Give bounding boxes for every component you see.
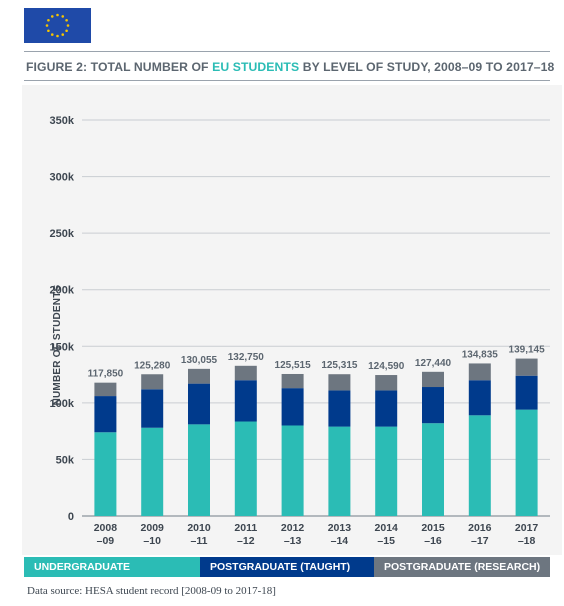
bar-segment-taught xyxy=(141,389,164,428)
eu-flag-icon xyxy=(24,8,91,43)
bar-segment-undergraduate xyxy=(328,426,351,516)
legend-postgraduate-research: POSTGRADUATE (RESEARCH) xyxy=(374,557,550,577)
flag-star xyxy=(47,29,50,33)
x-tick-label: 2011 xyxy=(234,522,257,534)
x-tick-label: –16 xyxy=(424,535,442,547)
x-tick-label: –10 xyxy=(143,535,161,547)
bar-segment-taught xyxy=(188,383,210,425)
y-tick-label: 300k xyxy=(50,172,75,184)
flag-star xyxy=(66,24,70,27)
bar-segment-taught xyxy=(515,375,538,410)
stacked-bar-chart: 050k100k150k200k250k300k350k117,8502008–… xyxy=(50,115,550,547)
x-tick-label: –18 xyxy=(518,535,536,547)
y-tick-label: 150k xyxy=(50,341,75,353)
eu-flag-stars xyxy=(45,13,70,38)
flag-star xyxy=(56,13,59,17)
bar-segment-research xyxy=(375,375,398,391)
bar-segment-undergraduate xyxy=(422,423,444,516)
total-label: 127,440 xyxy=(415,358,452,369)
total-label: 117,850 xyxy=(88,369,124,380)
figure-title-suffix: BY LEVEL OF STUDY, 2008–09 TO 2017–18 xyxy=(299,60,555,74)
header-divider xyxy=(24,51,550,52)
bar-segment-research xyxy=(141,374,164,390)
x-tick-label: 2017 xyxy=(515,522,539,534)
bar-segment-research xyxy=(515,358,538,376)
figure-title: FIGURE 2: TOTAL NUMBER OF EU STUDENTS BY… xyxy=(26,60,556,74)
x-tick-label: –11 xyxy=(191,535,208,547)
x-tick-label: –12 xyxy=(237,535,255,547)
flag-star xyxy=(50,33,54,36)
legend: UNDERGRADUATE POSTGRADUATE (TAUGHT) POST… xyxy=(24,557,550,577)
bar-segment-taught xyxy=(281,388,304,426)
flag-star xyxy=(65,18,68,22)
x-tick-label: 2009 xyxy=(141,522,165,534)
bar-segment-undergraduate xyxy=(281,425,304,516)
y-tick-label: 100k xyxy=(50,398,75,410)
bar-segment-undergraduate xyxy=(234,421,257,516)
bar-segment-taught xyxy=(422,387,444,424)
bar-segment-undergraduate xyxy=(188,424,210,516)
bar-segment-research xyxy=(281,373,304,389)
total-label: 132,750 xyxy=(228,352,265,363)
bar-segment-taught xyxy=(94,396,117,433)
total-label: 130,055 xyxy=(181,355,218,366)
bar-segment-undergraduate xyxy=(468,415,491,516)
bar-segment-undergraduate xyxy=(515,409,538,516)
figure-title-prefix: FIGURE 2: TOTAL NUMBER OF xyxy=(26,60,213,74)
y-tick-label: 200k xyxy=(50,285,75,297)
flag-star xyxy=(47,18,50,22)
bar-segment-research xyxy=(188,368,210,384)
flag-star xyxy=(50,15,54,18)
y-tick-label: 0 xyxy=(68,511,74,523)
y-tick-label: 350k xyxy=(50,115,75,127)
x-tick-label: –17 xyxy=(471,535,489,547)
total-label: 124,590 xyxy=(368,361,405,372)
bar-segment-research xyxy=(422,371,444,388)
title-divider xyxy=(24,80,550,81)
x-tick-label: 2012 xyxy=(281,522,305,534)
figure-title-highlight: EU STUDENTS xyxy=(212,60,300,74)
y-tick-label: 250k xyxy=(50,228,75,240)
legend-postgraduate-taught: POSTGRADUATE (TAUGHT) xyxy=(200,557,374,577)
bar-segment-taught xyxy=(468,380,491,416)
x-tick-label: 2010 xyxy=(187,522,211,534)
bar-segment-taught xyxy=(375,390,398,427)
x-tick-label: 2016 xyxy=(468,522,492,534)
flag-star xyxy=(65,29,68,33)
x-tick-label: –13 xyxy=(284,535,302,547)
flag-star xyxy=(61,33,65,36)
flag-star xyxy=(61,15,65,18)
chart-area: 0 50k 100k 150k 200k 250k 300k 350k 117,850 2008–… xyxy=(22,85,562,555)
x-tick-label: 2014 xyxy=(375,522,399,534)
x-tick-label: 2015 xyxy=(421,522,445,534)
x-tick-label: 2008 xyxy=(94,522,118,534)
bar-segment-research xyxy=(328,374,351,391)
data-source: Data source: HESA student record [2008-0… xyxy=(27,585,276,597)
total-label: 134,835 xyxy=(462,349,499,360)
x-tick-label: –09 xyxy=(97,535,115,547)
total-label: 125,315 xyxy=(321,360,358,371)
total-label: 139,145 xyxy=(509,345,546,356)
x-tick-label: 2013 xyxy=(328,522,352,534)
bar-segment-undergraduate xyxy=(141,427,164,516)
legend-undergraduate: UNDERGRADUATE xyxy=(24,557,200,577)
bar-segment-undergraduate xyxy=(94,432,117,516)
bar-segment-undergraduate xyxy=(375,426,398,516)
x-tick-label: –14 xyxy=(331,535,349,547)
bar-segment-taught xyxy=(234,380,257,422)
y-axis-label: NUMBER OF STUDENTS xyxy=(52,284,63,406)
x-tick-label: –15 xyxy=(377,535,395,547)
bar-segment-research xyxy=(468,363,491,381)
total-label: 125,515 xyxy=(275,360,312,371)
flag-star xyxy=(45,24,49,27)
bar-segment-research xyxy=(234,365,257,381)
flag-star xyxy=(56,34,59,38)
bar-segment-taught xyxy=(328,390,351,427)
bar-segment-research xyxy=(94,382,117,397)
total-label: 125,280 xyxy=(134,360,171,371)
y-tick-label: 50k xyxy=(56,454,75,466)
